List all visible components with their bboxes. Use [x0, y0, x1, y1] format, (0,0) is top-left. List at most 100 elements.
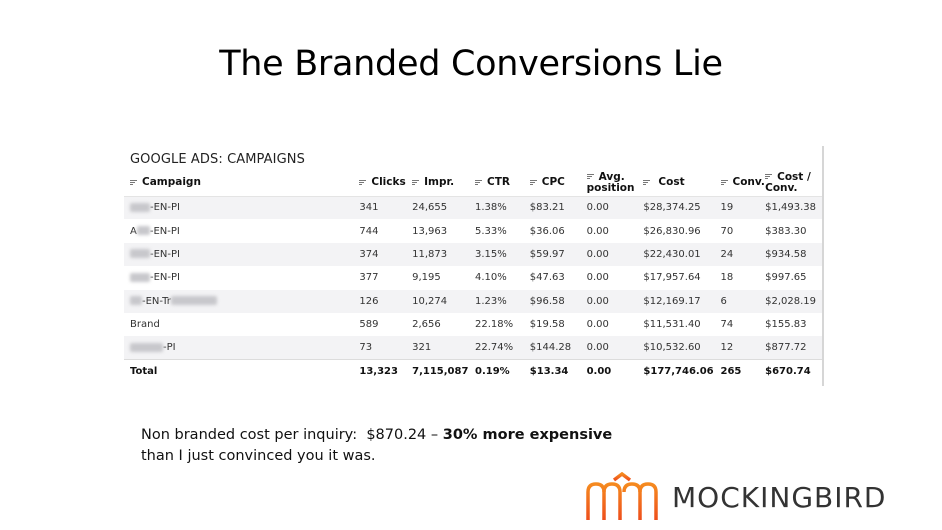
cpc-cell: $19.58 — [529, 319, 565, 331]
campaign-name: -EN-PI — [124, 266, 359, 289]
conv-total: 265 — [720, 359, 766, 384]
clicks-cell: 589 — [359, 319, 379, 331]
cpc-cell: $96.58 — [529, 289, 587, 313]
cost-cell: $17,957.64 — [643, 272, 701, 284]
cpc-total: $13.34 — [529, 359, 587, 384]
cpc-cell: $59.97 — [529, 242, 587, 267]
avg-position-cell: 0.00 — [586, 336, 644, 360]
cost-per-conv-cell: $997.65 — [765, 272, 807, 284]
cost-per-conv-total: $670.74 — [765, 359, 822, 384]
column-header-impr[interactable]: Impr. — [412, 170, 475, 197]
impr-cell: 321 — [412, 336, 475, 360]
redacted-text — [130, 272, 150, 282]
column-header-campaign[interactable]: Campaign — [124, 170, 360, 197]
cost-per-conv-cell: $2,028.19 — [765, 289, 822, 313]
ctr-cell: 5.33% — [475, 225, 507, 237]
avg-position-total: 0.00 — [586, 359, 644, 384]
impr-cell: 10,274 — [412, 289, 475, 313]
column-header-clicks[interactable]: Clicks — [359, 170, 413, 197]
mockingbird-m-icon — [586, 472, 658, 520]
cost-total: $177,746.06 — [643, 359, 721, 384]
campaign-name: Brand — [130, 319, 160, 331]
sort-icon — [412, 179, 420, 185]
clicks-cell: 341 — [359, 196, 413, 220]
table-row: -PI 73 321 22.74% $144.28 0.00 $10,532.6… — [124, 336, 822, 360]
impr-cell: 13,963 — [412, 225, 448, 237]
campaign-name: -EN-Tr — [124, 289, 360, 313]
column-header-cpc[interactable]: CPC — [529, 170, 587, 197]
campaign-name: -PI — [124, 336, 360, 360]
redacted-text — [136, 226, 150, 236]
ctr-cell: 1.38% — [475, 196, 530, 220]
sort-icon — [130, 179, 137, 185]
cpc-cell: $47.63 — [529, 272, 565, 284]
slide-title: The Branded Conversions Lie — [219, 44, 723, 84]
table-row: -EN-PI 374 11,873 3.15% $59.97 0.00 $22,… — [124, 242, 822, 267]
brand-name: MOCKINGBIRD — [672, 480, 887, 514]
column-header-cost[interactable]: Cost — [643, 170, 721, 197]
column-header-cost-per-conv[interactable]: Cost / Conv. — [765, 170, 822, 197]
conv-cell: 18 — [720, 272, 734, 284]
ctr-cell: 22.18% — [475, 319, 514, 331]
sort-icon — [359, 179, 367, 185]
clicks-cell: 73 — [359, 336, 413, 360]
cost-cell: $10,532.60 — [643, 336, 721, 360]
ctr-cell: 3.15% — [475, 242, 530, 267]
mockingbird-logo: MOCKINGBIRD — [584, 472, 887, 522]
impr-cell: 11,873 — [412, 242, 475, 267]
ctr-cell: 22.74% — [475, 336, 530, 360]
conv-cell: 12 — [720, 336, 766, 360]
clicks-cell: 374 — [359, 242, 413, 267]
clicks-total: 13,323 — [359, 359, 413, 384]
redacted-text — [130, 342, 163, 352]
cpc-cell: $83.21 — [529, 196, 587, 220]
table-row: A -EN-PI 744 13,963 5.33% $36.06 0.00 $26… — [124, 219, 822, 242]
sort-icon — [720, 179, 728, 185]
conv-cell: 19 — [720, 196, 766, 220]
impr-cell: 2,656 — [412, 319, 441, 331]
sort-descending-icon — [643, 179, 654, 185]
conv-cell: 24 — [720, 242, 766, 267]
cost-per-conv-cell: $155.83 — [765, 319, 807, 331]
campaigns-table: Campaign Clicks Impr. CTR CPC Avg. posit… — [124, 170, 822, 384]
avg-position-cell: 0.00 — [586, 289, 644, 313]
sort-icon — [765, 174, 773, 180]
table-row: Brand 589 2,656 22.18% $19.58 0.00 $11,5… — [124, 313, 822, 336]
redacted-text — [130, 296, 142, 306]
sort-icon — [475, 179, 482, 185]
ctr-total: 0.19% — [475, 359, 530, 384]
table-header-row: Campaign Clicks Impr. CTR CPC Avg. posit… — [124, 170, 822, 197]
note-line-2: than I just convinced you it was. — [141, 448, 376, 464]
impr-total: 7,115,087 — [412, 359, 475, 384]
cost-cell: $28,374.25 — [643, 196, 721, 220]
column-header-ctr[interactable]: CTR — [475, 170, 530, 197]
cost-cell: $26,830.96 — [643, 225, 701, 237]
redacted-text — [170, 296, 217, 306]
table-row: -EN-PI 341 24,655 1.38% $83.21 0.00 $28,… — [124, 196, 822, 220]
sort-icon — [529, 179, 537, 185]
table-row: -EN-PI 377 9,195 4.10% $47.63 0.00 $17,9… — [124, 266, 822, 289]
campaign-name: -EN-PI — [124, 242, 360, 267]
impr-cell: 9,195 — [412, 272, 441, 284]
avg-position-cell: 0.00 — [586, 225, 609, 237]
avg-position-cell: 0.00 — [586, 196, 644, 220]
table-row: -EN-Tr 126 10,274 1.23% $96.58 0.00 $12,… — [124, 289, 822, 313]
redacted-text — [130, 249, 150, 259]
total-label: Total — [124, 359, 360, 384]
cpc-cell: $144.28 — [529, 336, 587, 360]
avg-position-cell: 0.00 — [586, 242, 644, 267]
conv-cell: 74 — [720, 319, 734, 331]
impr-cell: 24,655 — [412, 196, 475, 220]
column-header-avg-position[interactable]: Avg. position — [586, 170, 644, 197]
campaign-name: -EN-PI — [124, 196, 360, 220]
campaigns-report: GOOGLE ADS: CAMPAIGNS Campaign Clicks Im… — [124, 146, 824, 386]
report-title: GOOGLE ADS: CAMPAIGNS — [130, 152, 305, 167]
clicks-cell: 377 — [359, 272, 379, 284]
conv-cell: 6 — [720, 289, 766, 313]
ctr-cell: 4.10% — [475, 272, 507, 284]
cost-cell: $22,430.01 — [643, 242, 721, 267]
column-header-conv[interactable]: Conv. — [720, 170, 766, 197]
total-row: Total 13,323 7,115,087 0.19% $13.34 0.00… — [124, 359, 822, 384]
avg-position-cell: 0.00 — [586, 319, 609, 331]
cost-per-conv-cell: $934.58 — [765, 242, 822, 267]
